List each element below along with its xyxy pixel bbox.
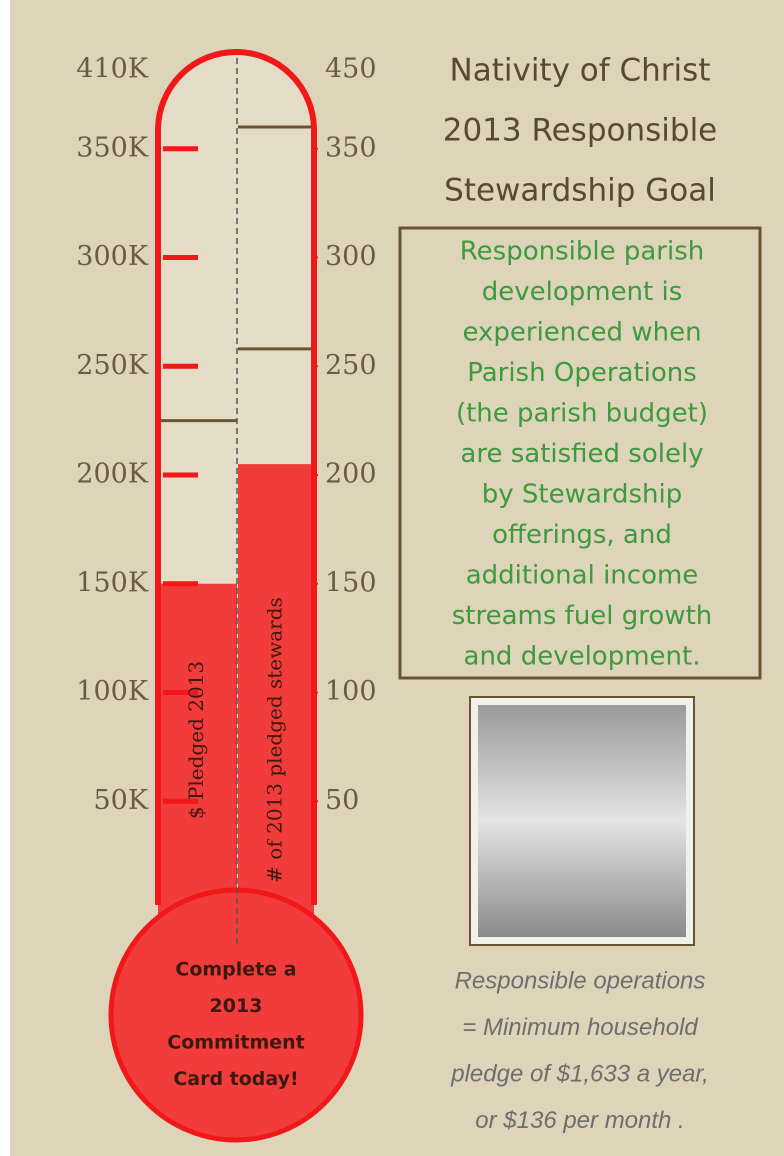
bulb-line: Commitment: [167, 1032, 304, 1054]
y2-tick-label: 250: [325, 350, 377, 381]
y2-tick-label: 200: [325, 459, 377, 490]
bulb-line: Complete a: [175, 959, 296, 981]
y-tick-label: 350K: [76, 132, 149, 163]
y2-tick-label: 350: [325, 132, 377, 163]
description-line: are satisfied solely: [460, 439, 703, 469]
y-tick-label: 200K: [76, 459, 149, 490]
description-line: development is: [482, 277, 683, 307]
title-line: Stewardship Goal: [444, 173, 716, 209]
y2-tick-label: 150: [325, 567, 377, 598]
title-line: 2013 Responsible: [443, 113, 718, 149]
y2-tick-label: 100: [325, 676, 377, 707]
description-line: additional income: [466, 561, 699, 591]
series-label: $ Pledged 2013: [184, 661, 208, 819]
description-line: Responsible parish: [460, 237, 704, 267]
y-tick-label: 150K: [76, 567, 149, 598]
description-line: offerings, and: [492, 520, 672, 550]
series-label: # of 2013 pledged stewards: [263, 597, 287, 883]
description-line: by Stewardship: [482, 480, 683, 510]
footer-line: = Minimum household: [462, 1014, 698, 1041]
y2-top-label: 450: [325, 54, 377, 85]
description-line: Parish Operations: [467, 358, 697, 388]
bulb-line: Card today!: [173, 1068, 298, 1090]
description-line: experienced when: [462, 318, 701, 348]
y2-tick-label: 300: [325, 241, 377, 272]
description-line: streams fuel growth: [452, 601, 713, 631]
description-line: (the parish budget): [456, 399, 708, 429]
y2-tick-label: 50: [325, 785, 359, 816]
church-photo: [478, 705, 686, 937]
footer-line: pledge of $1,633 a year,: [450, 1060, 709, 1087]
bulb-line: 2013: [210, 995, 263, 1017]
footer-line: Responsible operations: [455, 967, 706, 994]
y-tick-label: 50K: [93, 785, 148, 816]
y-tick-label: 300K: [76, 241, 149, 272]
infographic: $ Pledged 2013 # of 2013 pledged stewards…: [0, 0, 784, 1156]
description-line: and development.: [464, 642, 701, 672]
title-line: Nativity of Christ: [450, 53, 711, 89]
y-tick-label: 250K: [76, 350, 149, 381]
y-tick-label: 100K: [76, 676, 149, 707]
footer-line: or $136 per month .: [475, 1107, 684, 1134]
y-top-label: 410K: [76, 54, 149, 85]
